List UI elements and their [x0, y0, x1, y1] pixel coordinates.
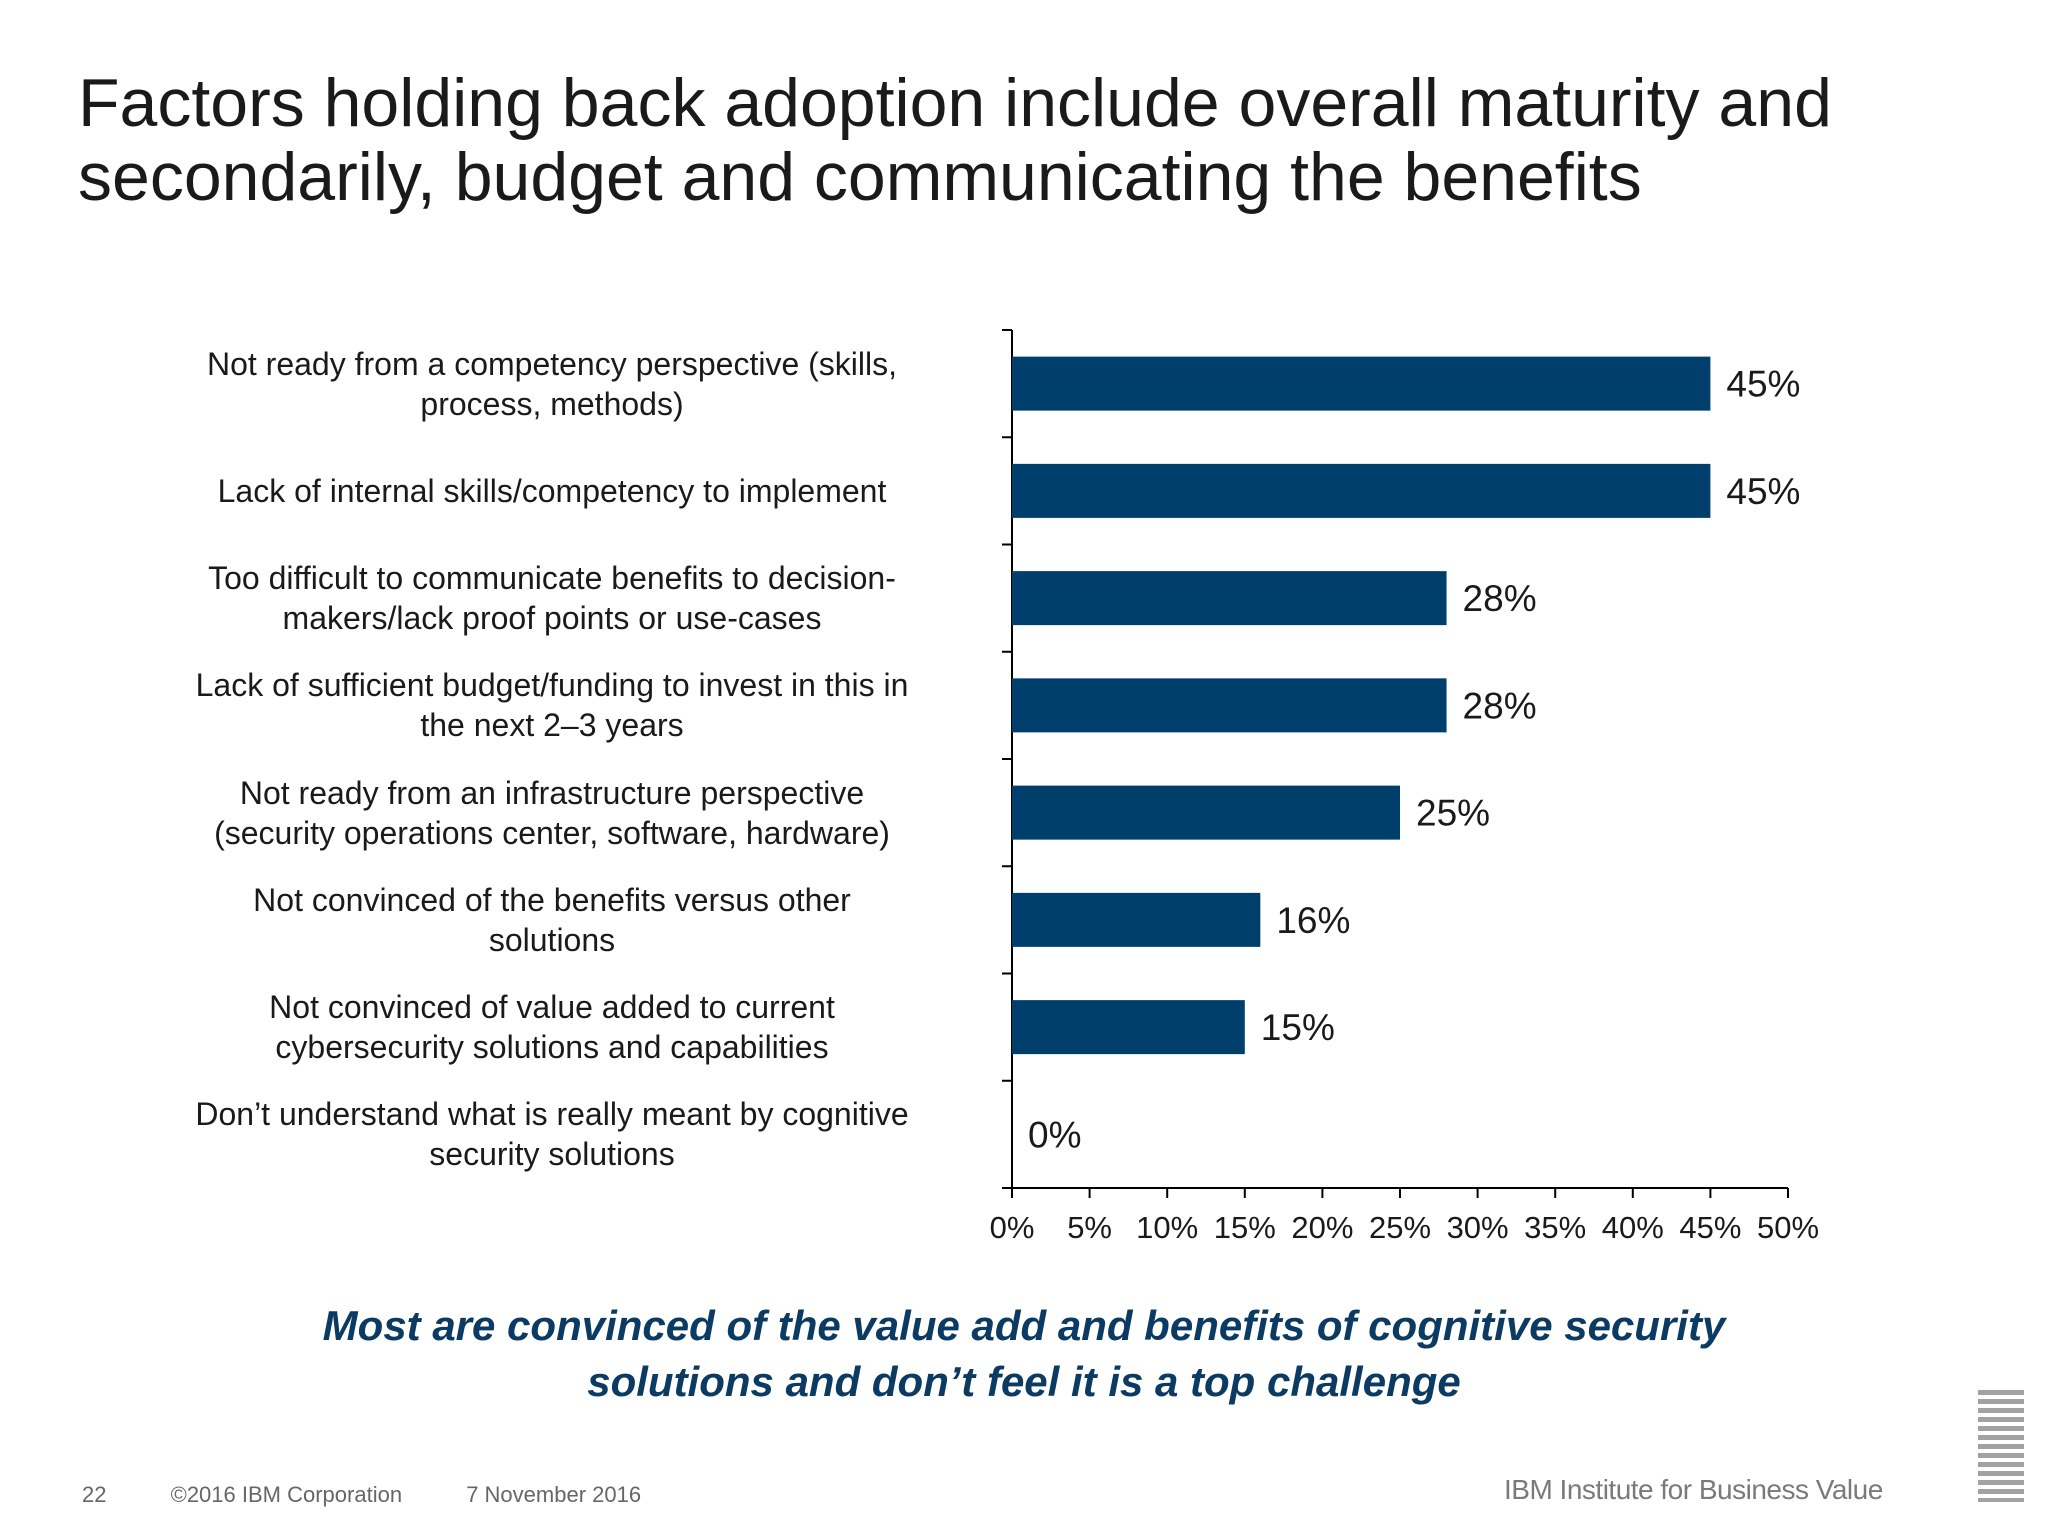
category-label-line: solutions	[488, 921, 616, 958]
bar	[1012, 892, 1261, 947]
category-label: Too difficult to communicate benefits to…	[122, 558, 982, 638]
x-tick-label: 40%	[1602, 1210, 1664, 1245]
x-tick-label: 45%	[1679, 1210, 1741, 1245]
category-label: Lack of internal skills/competency to im…	[122, 471, 982, 511]
category-label-line: Lack of internal skills/competency to im…	[217, 472, 887, 509]
title-line-1: Factors holding back adoption include ov…	[78, 65, 1832, 141]
footer-date: 7 November 2016	[466, 1482, 642, 1507]
category-label-line: the next 2–3 years	[420, 707, 684, 744]
ibm-logo-icon	[1978, 1390, 2024, 1502]
data-label: 16%	[1276, 900, 1350, 941]
category-label-line: cybersecurity solutions and capabilities	[275, 1029, 829, 1066]
category-label-line: makers/lack proof points or use-cases	[282, 600, 822, 637]
data-label: 15%	[1261, 1007, 1335, 1048]
bar	[1012, 1000, 1245, 1055]
bar-chart: 0% 5% 10% 15% 20% 25% 30% 35% 40% 45% 50% 45% 45% 28%…	[990, 329, 1819, 1245]
slide-title: Factors holding back adoption include ov…	[78, 66, 1978, 214]
category-label-line: Not ready from a competency perspective …	[206, 345, 898, 382]
category-label: Not convinced of the benefits versus oth…	[122, 880, 982, 960]
x-tick-label: 25%	[1369, 1210, 1431, 1245]
bar	[1012, 678, 1447, 733]
bar	[1012, 356, 1711, 411]
category-label: Not convinced of value added to current c…	[122, 987, 982, 1067]
bar	[1012, 571, 1447, 626]
copyright: ©2016 IBM Corporation	[170, 1482, 403, 1507]
x-tick-label: 10%	[1136, 1210, 1198, 1245]
category-label-line: Lack of sufficient budget/funding to inv…	[195, 667, 909, 704]
bar	[1012, 785, 1400, 840]
category-label-line: Not ready from an infrastructure perspec…	[239, 774, 865, 811]
category-label: Lack of sufficient budget/funding to inv…	[122, 665, 982, 745]
category-label-line: security solutions	[429, 1136, 675, 1173]
data-label: 0%	[1028, 1114, 1081, 1155]
category-label-line: Don’t understand what is really meant by…	[195, 1096, 909, 1133]
category-label: Not ready from an infrastructure perspec…	[122, 773, 982, 853]
x-tick-label: 50%	[1757, 1210, 1819, 1245]
category-label: Not ready from a competency perspective …	[122, 344, 982, 424]
title-line-2: secondarily, budget and communicating th…	[78, 139, 1642, 215]
data-label: 45%	[1726, 471, 1800, 512]
category-label-line: (security operations center, software, h…	[214, 814, 890, 851]
x-tick-label: 20%	[1291, 1210, 1353, 1245]
x-tick-label: 35%	[1524, 1210, 1586, 1245]
footer: 22 ©2016 IBM Corporation 7 November 2016	[82, 1482, 699, 1508]
category-label-line: Not convinced of value added to current	[269, 989, 835, 1026]
data-label: 28%	[1463, 578, 1537, 619]
page-number: 22	[82, 1482, 107, 1507]
data-label: 28%	[1463, 685, 1537, 726]
x-tick-label: 0%	[990, 1210, 1035, 1245]
brand-name: IBM Institute for Business Value	[1504, 1474, 1883, 1505]
bar	[1012, 463, 1711, 518]
category-label-line: Not convinced of the benefits versus oth…	[253, 881, 851, 918]
x-tick-label: 30%	[1447, 1210, 1509, 1245]
category-label-line: process, methods)	[420, 385, 684, 422]
data-label: 45%	[1726, 364, 1800, 405]
x-tick-label: 5%	[1067, 1210, 1112, 1245]
category-label-line: Too difficult to communicate benefits to…	[208, 560, 896, 597]
category-label: Don’t understand what is really meant by…	[122, 1094, 982, 1174]
data-label: 25%	[1416, 793, 1490, 834]
x-tick-label: 15%	[1214, 1210, 1276, 1245]
takeaway-line-2: solutions and don’t feel it is a top cha…	[587, 1358, 1461, 1405]
takeaway-line-1: Most are convinced of the value add and …	[322, 1302, 1726, 1349]
takeaway-text: Most are convinced of the value add and …	[0, 1298, 2048, 1410]
